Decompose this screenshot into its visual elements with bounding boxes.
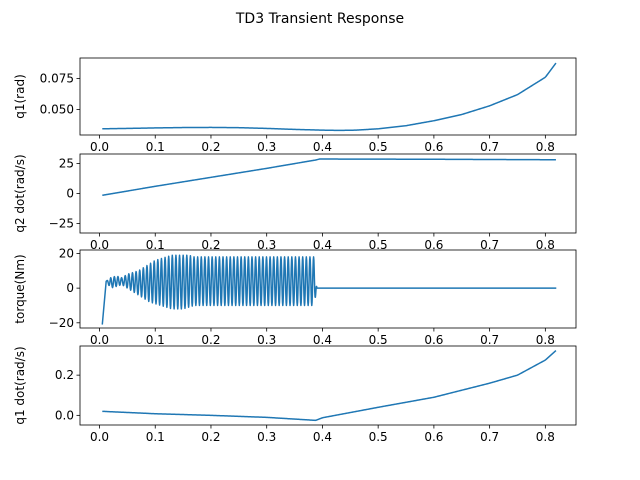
x-tick-label: 0.6 xyxy=(424,238,443,252)
x-tick-label: 0.3 xyxy=(257,140,276,154)
x-tick-label: 0.2 xyxy=(201,430,220,444)
y-tick-label: 0.2 xyxy=(55,368,74,382)
x-tick-label: 0.2 xyxy=(201,140,220,154)
subplots: 0.0 0.1 0.2 0.3 0.4 0.5 0.6 0.7 0.8 0.050 0.075 q1(… xyxy=(13,57,577,444)
axes-frame xyxy=(79,57,577,136)
y-axis-label: q2 dot(rad/s) xyxy=(13,154,27,232)
x-tick-label: 0.0 xyxy=(90,430,109,444)
series-line-4-1 xyxy=(102,349,557,422)
x-tick-label: 0.0 xyxy=(90,140,109,154)
x-tick-label: 0.5 xyxy=(369,430,388,444)
figure-title: TD3 Transient Response xyxy=(235,11,404,27)
x-tick-label: 0.3 xyxy=(257,238,276,252)
x-tick-label: 0.2 xyxy=(201,238,220,252)
x-tick-label: 0.1 xyxy=(146,238,165,252)
x-tick-label: 0.6 xyxy=(424,140,443,154)
series-line-3-1 xyxy=(101,254,557,325)
x-tick-label: 0.1 xyxy=(146,333,165,347)
x-tick-label: 0.6 xyxy=(424,333,443,347)
x-tick-label: 0.4 xyxy=(313,333,332,347)
x-tick-label: 0.3 xyxy=(257,430,276,444)
x-tick-label: 0.8 xyxy=(536,333,555,347)
y-tick-label: −25 xyxy=(49,216,74,230)
axes-frame xyxy=(79,345,577,426)
y-axis-label: q1(rad) xyxy=(13,74,27,119)
x-tick-label: 0.7 xyxy=(480,238,499,252)
y-tick-label: 0 xyxy=(66,187,74,201)
x-tick-label: 0.3 xyxy=(257,333,276,347)
y-tick-label: 25 xyxy=(59,157,74,171)
axes-frame xyxy=(79,249,577,329)
subplot-4: 0.0 0.1 0.2 0.3 0.4 0.5 0.6 0.7 0.8 0.0 0.2 q1 dot(… xyxy=(13,345,577,444)
x-tick-label: 0.4 xyxy=(313,430,332,444)
series-line-1-1 xyxy=(102,62,557,132)
x-tick-label: 0.5 xyxy=(369,140,388,154)
x-tick-label: 0.0 xyxy=(90,238,109,252)
subplot-3: 0.0 0.1 0.2 0.3 0.4 0.5 0.6 0.7 0.8 −20 0 20 torque(… xyxy=(13,246,577,347)
x-tick-label: 0.5 xyxy=(369,238,388,252)
series-line-2-1 xyxy=(102,158,556,197)
x-tick-label: 0.5 xyxy=(369,333,388,347)
y-tick-label: 20 xyxy=(59,246,74,260)
x-tick-label: 0.1 xyxy=(146,140,165,154)
x-tick-label: 0.7 xyxy=(480,140,499,154)
x-tick-label: 0.7 xyxy=(480,333,499,347)
y-tick-label: −20 xyxy=(49,316,74,330)
subplot-2: 0.0 0.1 0.2 0.3 0.4 0.5 0.6 0.7 0.8 −25 0 25 q2 dot(… xyxy=(13,153,577,252)
y-axis-label: torque(Nm) xyxy=(13,254,27,323)
y-tick-label: 0.0 xyxy=(55,408,74,422)
x-tick-label: 0.7 xyxy=(480,430,499,444)
x-tick-label: 0.0 xyxy=(90,333,109,347)
x-tick-label: 0.6 xyxy=(424,430,443,444)
subplot-1: 0.0 0.1 0.2 0.3 0.4 0.5 0.6 0.7 0.8 0.050 0.075 q1(… xyxy=(13,57,577,154)
x-tick-label: 0.8 xyxy=(536,140,555,154)
x-tick-label: 0.1 xyxy=(146,430,165,444)
y-tick-label: 0 xyxy=(66,281,74,295)
x-tick-label: 0.4 xyxy=(313,140,332,154)
y-tick-label: 0.050 xyxy=(40,103,74,117)
y-axis-label: q1 dot(rad/s) xyxy=(13,346,27,424)
x-tick-label: 0.4 xyxy=(313,238,332,252)
x-tick-label: 0.8 xyxy=(536,238,555,252)
y-tick-label: 0.075 xyxy=(40,71,74,85)
axes-frame xyxy=(79,153,577,234)
x-tick-label: 0.2 xyxy=(201,333,220,347)
x-tick-label: 0.8 xyxy=(536,430,555,444)
